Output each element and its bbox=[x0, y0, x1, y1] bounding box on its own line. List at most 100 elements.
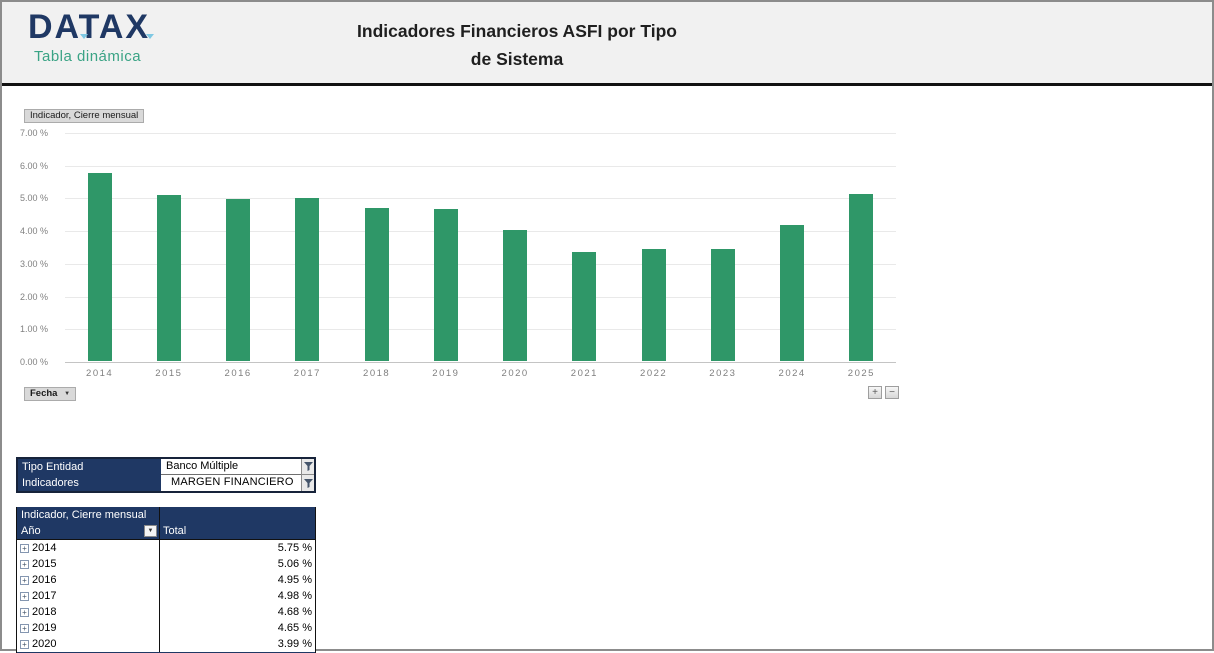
y-tick-label: 5.00 % bbox=[20, 193, 49, 204]
row-field-filter-button[interactable]: ▼ bbox=[144, 525, 157, 537]
bar-2016[interactable] bbox=[226, 199, 251, 361]
y-axis-labels: 7.00 % 6.00 % 5.00 % 4.00 % 3.00 % 2.00 % 1.00… bbox=[20, 128, 64, 367]
x-tick-label-2024: 2024 bbox=[778, 368, 806, 379]
pivot-table-title-row: Indicador, Cierre mensual bbox=[17, 507, 315, 523]
gridline bbox=[65, 198, 896, 200]
row-header-2020[interactable]: +2020 bbox=[17, 636, 160, 652]
y-tick-label: 1.00 % bbox=[20, 324, 49, 335]
x-tick-label-2015: 2015 bbox=[155, 368, 183, 379]
bar-2021[interactable] bbox=[572, 252, 597, 361]
gridline bbox=[65, 362, 896, 363]
y-tick-label: 2.00 % bbox=[20, 291, 49, 302]
bar-2017[interactable] bbox=[295, 198, 320, 361]
bar-2019[interactable] bbox=[433, 208, 458, 361]
app-header: DATAX Tabla dinámica Indicadores Financi… bbox=[2, 2, 1212, 86]
bar-2018[interactable] bbox=[364, 207, 389, 361]
filter-value-tipo-entidad[interactable]: Banco Múltiple bbox=[161, 459, 301, 475]
table-row-2014: +2014 5.75 % bbox=[17, 540, 315, 556]
x-tick-label-2023: 2023 bbox=[709, 368, 737, 379]
funnel-icon bbox=[303, 478, 313, 488]
logo-wordmark: DATAX bbox=[28, 8, 151, 46]
table-row-2018: +2018 4.68 % bbox=[17, 604, 315, 620]
row-field-header: Año bbox=[21, 525, 41, 537]
page-filters: Tipo Entidad Banco Múltiple Indicadores … bbox=[16, 457, 316, 493]
table-row-2015: +2015 5.06 % bbox=[17, 556, 315, 572]
x-tick-label-2017: 2017 bbox=[293, 368, 321, 379]
expand-icon[interactable]: + bbox=[20, 607, 29, 617]
y-tick-label: 3.00 % bbox=[20, 258, 49, 269]
row-header-2019[interactable]: +2019 bbox=[17, 620, 160, 636]
table-row-2020: +2020 3.99 % bbox=[17, 636, 315, 652]
bar-2023[interactable] bbox=[710, 248, 735, 361]
gridline bbox=[65, 329, 896, 331]
filter-funnel-button[interactable] bbox=[301, 459, 314, 475]
year-label: 2019 bbox=[32, 622, 57, 634]
filter-value-indicadores[interactable]: MARGEN FINANCIERO bbox=[161, 475, 301, 491]
expand-icon[interactable]: + bbox=[20, 543, 29, 553]
logo-accent-icon bbox=[80, 34, 88, 39]
chart-zoom-controls: + − bbox=[868, 386, 899, 399]
year-label: 2015 bbox=[32, 558, 57, 570]
pivot-table-title-spacer bbox=[160, 507, 315, 523]
total-value: 4.95 % bbox=[277, 574, 312, 586]
y-tick-label: 4.00 % bbox=[20, 226, 49, 237]
bar-2020[interactable] bbox=[503, 230, 528, 361]
year-label: 2018 bbox=[32, 606, 57, 618]
x-tick-label-2014: 2014 bbox=[86, 368, 114, 379]
x-tick-label-2016: 2016 bbox=[224, 368, 252, 379]
bar-2025[interactable] bbox=[849, 193, 874, 361]
row-header-2017[interactable]: +2017 bbox=[17, 588, 160, 604]
year-label: 2017 bbox=[32, 590, 57, 602]
zoom-in-button[interactable]: + bbox=[868, 386, 882, 399]
expand-icon[interactable]: + bbox=[20, 623, 29, 633]
x-tick-label-2021: 2021 bbox=[570, 368, 598, 379]
x-tick-label-2018: 2018 bbox=[363, 368, 391, 379]
total-value: 5.06 % bbox=[277, 558, 312, 570]
bar-2022[interactable] bbox=[641, 248, 666, 361]
logo-subtitle: Tabla dinámica bbox=[34, 47, 142, 65]
total-value: 5.75 % bbox=[277, 542, 312, 554]
zoom-out-button[interactable]: − bbox=[885, 386, 899, 399]
logo: DATAX Tabla dinámica bbox=[28, 8, 154, 65]
x-tick-label-2022: 2022 bbox=[640, 368, 668, 379]
total-value: 4.65 % bbox=[277, 622, 312, 634]
row-header-2018[interactable]: +2018 bbox=[17, 604, 160, 620]
value-column-header: Total bbox=[163, 525, 187, 537]
logo-accent-icon bbox=[146, 34, 154, 39]
expand-icon[interactable]: + bbox=[20, 575, 29, 585]
bar-2024[interactable] bbox=[780, 224, 805, 361]
year-label: 2020 bbox=[32, 638, 57, 650]
chart-axis-field-button[interactable]: Fecha ▼ bbox=[24, 387, 77, 401]
pivot-table-title: Indicador, Cierre mensual bbox=[17, 507, 160, 523]
bar-2014[interactable] bbox=[87, 172, 112, 361]
expand-icon[interactable]: + bbox=[20, 639, 29, 649]
year-label: 2016 bbox=[32, 574, 57, 586]
total-value: 3.99 % bbox=[277, 638, 312, 650]
funnel-icon bbox=[303, 462, 313, 471]
x-tick-label-2019: 2019 bbox=[432, 368, 460, 379]
gridline bbox=[65, 165, 896, 167]
total-value: 4.68 % bbox=[277, 606, 312, 618]
expand-icon[interactable]: + bbox=[20, 559, 29, 569]
year-label: 2014 bbox=[32, 542, 57, 554]
chart-value-field-button[interactable]: Indicador, Cierre mensual bbox=[24, 109, 145, 123]
y-tick-label: 7.00 % bbox=[20, 128, 49, 138]
total-value: 4.98 % bbox=[277, 590, 312, 602]
page-title-line1: Indicadores Financieros ASFI por Tipo bbox=[357, 21, 677, 41]
row-header-2016[interactable]: +2016 bbox=[17, 572, 160, 588]
row-header-2014[interactable]: +2014 bbox=[17, 540, 160, 556]
table-row-2017: +2017 4.98 % bbox=[17, 588, 315, 604]
bar-2015[interactable] bbox=[156, 195, 181, 361]
axis-field-label: Fecha bbox=[30, 388, 58, 399]
filter-funnel-button[interactable] bbox=[301, 475, 314, 491]
x-axis-labels: 2014 2015 2016 2017 2018 2019 2020 2021 2022 2023… bbox=[65, 368, 896, 381]
y-tick-label: 0.00 % bbox=[20, 357, 49, 367]
expand-icon[interactable]: + bbox=[20, 591, 29, 601]
row-header-2015[interactable]: +2015 bbox=[17, 556, 160, 572]
plot-area bbox=[65, 133, 896, 363]
filter-row-indicadores: Indicadores MARGEN FINANCIERO bbox=[18, 475, 314, 491]
gridline bbox=[65, 263, 896, 265]
pivot-table-header-row: Año ▼ Total bbox=[17, 523, 315, 540]
table-row-2019: +2019 4.65 % bbox=[17, 620, 315, 636]
